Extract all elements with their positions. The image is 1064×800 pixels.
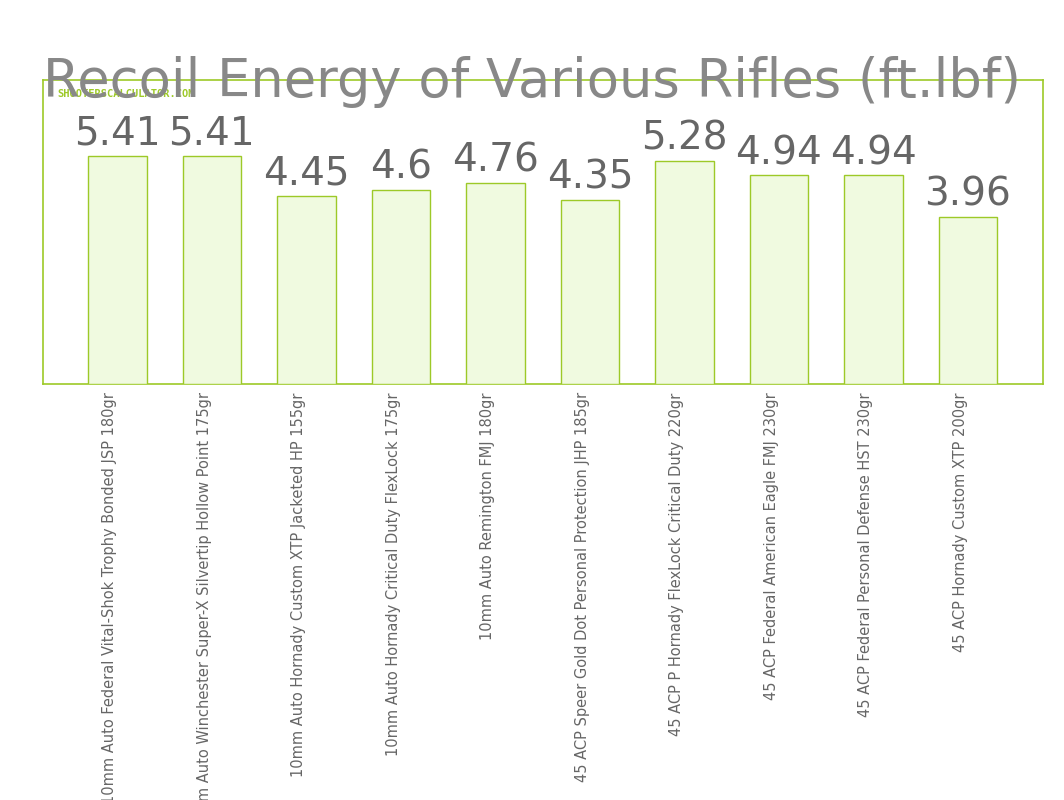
Text: 4.94: 4.94 (735, 134, 822, 172)
Text: 5.41: 5.41 (74, 114, 161, 152)
Text: 4.6: 4.6 (370, 149, 432, 186)
Bar (561, 200, 619, 384)
Text: 10mm Auto Hornady Critical Duty FlexLock 175gr: 10mm Auto Hornady Critical Duty FlexLock… (386, 392, 401, 756)
Text: 45 ACP P Hornady FlexLock Critical Duty 220gr: 45 ACP P Hornady FlexLock Critical Duty … (669, 392, 684, 735)
Text: 4.45: 4.45 (263, 154, 350, 193)
Bar (655, 161, 714, 384)
Bar (183, 155, 242, 384)
Text: 45 ACP Speer Gold Dot Personal Protection JHP 185gr: 45 ACP Speer Gold Dot Personal Protectio… (575, 392, 589, 782)
Bar (277, 196, 335, 384)
Text: 3.96: 3.96 (925, 175, 1012, 214)
Bar (750, 175, 809, 384)
Text: 10mm Auto Hornady Custom XTP Jacketed HP 155gr: 10mm Auto Hornady Custom XTP Jacketed HP… (292, 392, 306, 777)
Text: 10mm Auto Winchester Super-X Silvertip Hollow Point 175gr: 10mm Auto Winchester Super-X Silvertip H… (197, 392, 212, 800)
Text: 5.41: 5.41 (168, 114, 255, 152)
Text: 45 ACP Federal American Eagle FMJ 230gr: 45 ACP Federal American Eagle FMJ 230gr (764, 392, 779, 700)
Bar (371, 190, 430, 384)
Text: SHOOTERSCALCULATOR.COM: SHOOTERSCALCULATOR.COM (57, 89, 195, 99)
Text: 10mm Auto Federal Vital-Shok Trophy Bonded JSP 180gr: 10mm Auto Federal Vital-Shok Trophy Bond… (102, 392, 117, 800)
Bar (844, 175, 902, 384)
Text: 4.76: 4.76 (452, 142, 538, 180)
Text: Recoil Energy of Various Rifles (ft.lbf): Recoil Energy of Various Rifles (ft.lbf) (43, 56, 1021, 108)
Text: 45 ACP Federal Personal Defense HST 230gr: 45 ACP Federal Personal Defense HST 230g… (859, 392, 874, 717)
Text: 4.35: 4.35 (547, 159, 633, 197)
Text: 4.94: 4.94 (830, 134, 917, 172)
Text: 5.28: 5.28 (642, 120, 728, 158)
Bar (466, 183, 525, 384)
Bar (88, 155, 147, 384)
Text: 10mm Auto Remington FMJ 180gr: 10mm Auto Remington FMJ 180gr (480, 392, 496, 640)
Text: 45 ACP Hornady Custom XTP 200gr: 45 ACP Hornady Custom XTP 200gr (953, 392, 968, 652)
Bar (938, 217, 997, 384)
